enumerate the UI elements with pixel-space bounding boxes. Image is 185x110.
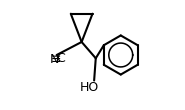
- Text: C: C: [57, 52, 65, 65]
- Text: ≡: ≡: [50, 53, 61, 66]
- Text: HO: HO: [80, 81, 99, 94]
- Text: N: N: [50, 53, 59, 66]
